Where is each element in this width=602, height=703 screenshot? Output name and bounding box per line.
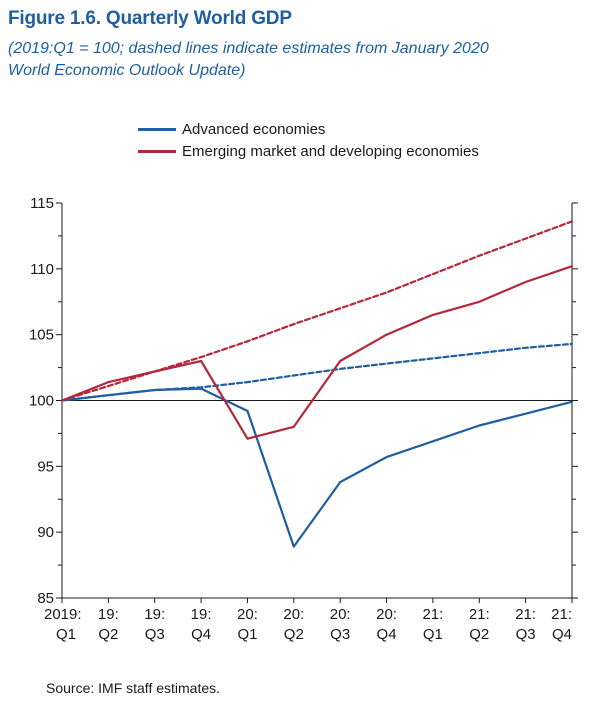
chart-legend: Advanced economies Emerging market and d… — [138, 118, 479, 162]
x-tick-label-year: 19: — [98, 606, 119, 623]
x-tick-label-year: 21: — [422, 606, 443, 623]
x-tick-label-quarter: Q4 — [191, 626, 211, 643]
x-tick-label-year: 19: — [144, 606, 165, 623]
y-tick-label: 85 — [37, 590, 54, 607]
x-tick-label-year: 19: — [191, 606, 212, 623]
source-note: Source: IMF staff estimates. — [46, 680, 221, 696]
x-tick-label-quarter: Q1 — [423, 626, 443, 643]
x-tick-label-quarter: Q3 — [145, 626, 165, 643]
y-tick-label: 90 — [37, 524, 54, 541]
x-tick-label-year: 20: — [237, 606, 258, 623]
x-tick-label-quarter: Q1 — [237, 626, 257, 643]
x-tick-label-quarter: Q4 — [377, 626, 397, 643]
series-line-advanced — [60, 387, 574, 548]
x-tick-label-year: 21: — [515, 606, 536, 623]
x-tick-label-quarter: Q2 — [284, 626, 304, 643]
x-tick-label-quarter: Q1 — [56, 626, 76, 643]
y-tick-label: 100 — [29, 393, 54, 410]
x-tick-label-year: 21: — [551, 606, 572, 623]
legend-item-emerging: Emerging market and developing economies — [138, 140, 479, 162]
x-tick-label-year: 21: — [469, 606, 490, 623]
x-tick-label-year: 20: — [283, 606, 304, 623]
x-tick-label-year: 20: — [330, 606, 351, 623]
y-tick-label: 110 — [30, 261, 54, 278]
y-tick-label: 95 — [37, 458, 54, 475]
legend-swatch-advanced — [138, 127, 176, 131]
series-line-emerging — [60, 265, 574, 440]
x-tick-label-quarter: Q3 — [330, 626, 350, 643]
legend-label-advanced: Advanced economies — [182, 120, 326, 138]
x-tick-label-quarter: Q3 — [516, 626, 536, 643]
x-tick-label-year: 2019: — [44, 606, 82, 623]
chart-title: Figure 1.6. Quarterly World GDP — [8, 8, 292, 29]
subtitle-line-2: World Economic Outlook Update) — [8, 62, 246, 79]
line-chart: 85 90 95 100 105 110 115 2019: Q1 19: Q2 19: Q3 19: Q4… — [29, 195, 578, 643]
x-tick-label-quarter: Q2 — [98, 626, 118, 643]
y-tick-label: 115 — [30, 195, 54, 212]
series-line-emerging-estimate-dashed — [60, 220, 574, 402]
x-tick-label-quarter: Q4 — [552, 626, 572, 643]
x-tick-label-quarter: Q2 — [469, 626, 489, 643]
chart-subtitle: (2019:Q1 = 100; dashed lines indicate es… — [8, 38, 588, 82]
legend-item-advanced: Advanced economies — [138, 118, 479, 140]
x-tick-label-year: 20: — [376, 606, 397, 623]
y-tick-label: 105 — [29, 327, 54, 344]
subtitle-line-1: (2019:Q1 = 100; dashed lines indicate es… — [8, 40, 489, 57]
legend-swatch-emerging — [138, 149, 176, 153]
legend-label-emerging: Emerging market and developing economies — [182, 142, 479, 160]
